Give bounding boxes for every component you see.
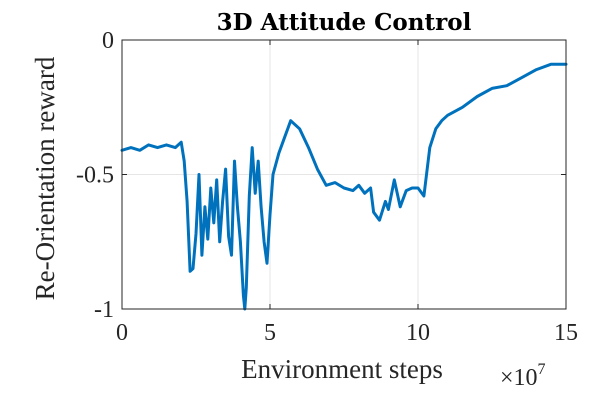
x-axis-exponent: ×107 xyxy=(500,361,546,391)
x-tick-label: 15 xyxy=(554,320,578,346)
x-tick-label: 0 xyxy=(116,320,128,346)
y-tick-label: -1 xyxy=(94,297,114,323)
y-tick-label: -0.5 xyxy=(76,163,114,189)
ticks: 0 5 10 15 0 -0.5 -1 xyxy=(76,28,578,346)
x-exponent-base: ×10 xyxy=(500,365,538,391)
x-tick-label: 5 xyxy=(264,320,276,346)
series-line-0 xyxy=(120,62,568,311)
chart-title: 3D Attitude Control xyxy=(217,9,472,36)
y-tick-label: 0 xyxy=(102,28,114,54)
x-tick-label: 10 xyxy=(406,320,430,346)
y-axis-label: Re-Orientation reward xyxy=(30,56,60,300)
x-exponent-power: 7 xyxy=(538,361,546,378)
x-axis-label: Environment steps xyxy=(241,354,443,384)
data-series xyxy=(120,62,568,311)
